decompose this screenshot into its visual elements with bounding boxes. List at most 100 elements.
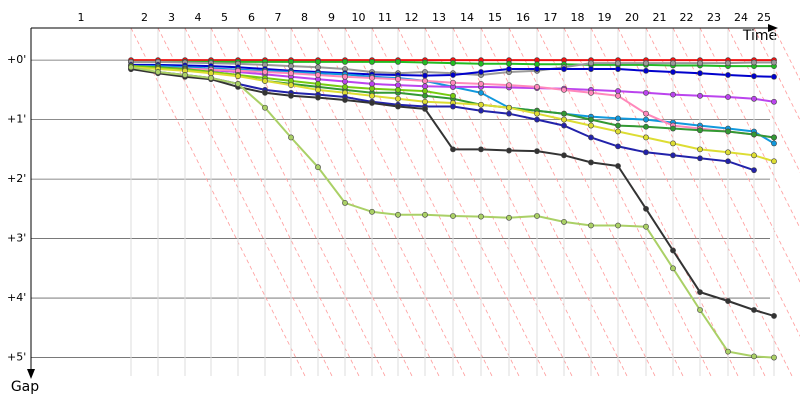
- data-point: [751, 131, 757, 138]
- data-point: [725, 72, 731, 78]
- data-point: [561, 110, 567, 117]
- data-point: [369, 81, 375, 87]
- data-point: [369, 59, 375, 65]
- data-point: [725, 298, 731, 304]
- lap-diagonal: [130, 27, 306, 377]
- lap-diagonal: [590, 27, 766, 377]
- data-point: [315, 64, 321, 71]
- lap-diagonal: [184, 27, 360, 377]
- data-point: [342, 97, 348, 103]
- data-point: [615, 88, 621, 94]
- data-point: [450, 146, 456, 153]
- data-point: [697, 70, 703, 77]
- x-tick-label: 11: [378, 11, 392, 24]
- data-point: [751, 152, 757, 159]
- data-point: [534, 116, 540, 123]
- lap-diagonal: [508, 27, 684, 377]
- x-tick-label: 7: [275, 11, 282, 24]
- x-tick-label: 13: [432, 11, 446, 24]
- data-point: [369, 100, 375, 106]
- x-tick-label: 25: [757, 11, 771, 24]
- data-point: [615, 128, 621, 135]
- data-point: [506, 110, 512, 117]
- data-point: [615, 222, 621, 229]
- data-point: [534, 61, 540, 68]
- data-point: [697, 127, 703, 134]
- data-point: [506, 147, 512, 154]
- lap-diagonal: [645, 27, 800, 337]
- data-point: [182, 72, 188, 78]
- data-point: [315, 59, 321, 65]
- data-point: [369, 75, 375, 81]
- data-point: [315, 72, 321, 78]
- data-point: [342, 83, 348, 90]
- data-point: [615, 122, 621, 129]
- data-point: [478, 60, 484, 67]
- data-point: [450, 92, 456, 99]
- y-axis-arrow: [27, 369, 35, 379]
- lap-diagonal: [210, 27, 386, 377]
- x-tick-label: 15: [488, 11, 502, 24]
- data-point: [588, 222, 594, 229]
- data-point: [369, 208, 375, 215]
- data-point: [262, 69, 268, 75]
- x-tick-label: 3: [168, 11, 175, 24]
- data-point: [561, 116, 567, 123]
- data-point: [478, 107, 484, 114]
- data-point: [751, 167, 757, 174]
- data-point: [315, 94, 321, 101]
- data-point: [315, 164, 321, 171]
- lap-diagonal: [753, 27, 800, 121]
- data-point: [315, 86, 321, 93]
- data-point: [588, 134, 594, 141]
- data-point: [395, 211, 401, 218]
- x-tick-label: 10: [352, 11, 366, 24]
- data-point: [534, 148, 540, 155]
- data-point: [235, 81, 241, 87]
- data-point: [670, 69, 676, 75]
- data-point: [450, 213, 456, 219]
- data-point: [288, 63, 294, 69]
- lap-diagonal: [672, 27, 800, 283]
- x-tick-label: 16: [516, 11, 530, 24]
- data-point: [506, 66, 512, 72]
- data-point: [771, 134, 777, 141]
- data-point: [725, 348, 731, 355]
- y-tick-label: +0': [7, 53, 26, 66]
- lap-diagonal: [157, 27, 333, 377]
- data-point: [561, 86, 567, 93]
- lap-diagonal: [536, 27, 712, 377]
- data-point: [697, 155, 703, 162]
- lap-diagonal: [699, 27, 800, 229]
- data-point: [450, 72, 456, 78]
- data-point: [670, 152, 676, 159]
- y-tick-label: +4': [7, 291, 26, 304]
- data-point: [478, 146, 484, 153]
- data-point: [561, 66, 567, 72]
- data-point: [422, 92, 428, 99]
- data-point: [506, 82, 512, 89]
- data-point: [422, 78, 428, 84]
- x-tick-label: 18: [571, 11, 585, 24]
- x-tick-label: 1: [78, 11, 85, 24]
- data-point: [615, 60, 621, 66]
- lap-diagonal: [480, 27, 656, 377]
- data-point: [751, 307, 757, 313]
- data-point: [450, 103, 456, 110]
- data-point: [561, 152, 567, 159]
- data-point: [288, 134, 294, 141]
- data-point: [643, 67, 649, 74]
- data-point: [422, 59, 428, 66]
- data-point: [422, 83, 428, 90]
- data-point: [751, 59, 757, 66]
- data-point: [615, 92, 621, 99]
- x-tick-label: 23: [707, 11, 721, 24]
- data-point: [534, 213, 540, 219]
- data-point: [534, 110, 540, 117]
- lap-diagonal: [617, 27, 793, 377]
- data-point: [422, 88, 428, 94]
- data-point: [771, 59, 777, 66]
- x-tick-label: 21: [653, 11, 667, 24]
- data-point: [288, 82, 294, 89]
